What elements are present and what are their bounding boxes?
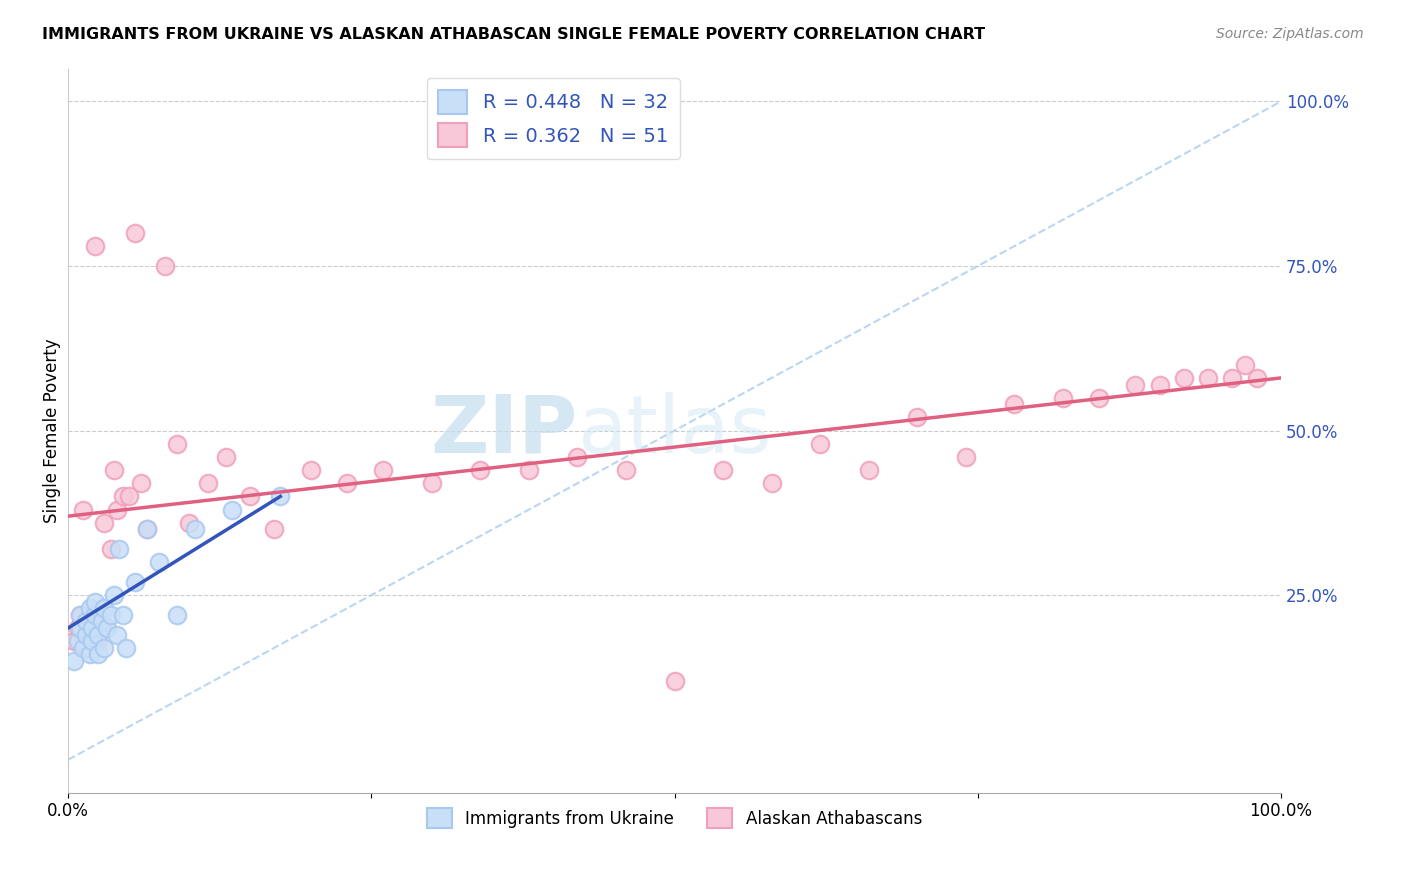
Point	[66, 634, 89, 648]
Point	[239, 490, 262, 504]
Point	[82, 621, 104, 635]
Point	[83, 595, 105, 609]
Point	[93, 601, 115, 615]
Point	[63, 654, 86, 668]
Point	[1246, 371, 1268, 385]
Point	[69, 607, 91, 622]
Point	[711, 463, 734, 477]
Point	[135, 522, 157, 536]
Point	[808, 436, 831, 450]
Point	[269, 490, 291, 504]
Point	[82, 634, 104, 648]
Point	[82, 615, 104, 629]
Point	[129, 476, 152, 491]
Point	[614, 463, 637, 477]
Point	[567, 450, 589, 464]
Point	[905, 410, 928, 425]
Point	[83, 239, 105, 253]
Point	[91, 615, 114, 629]
Point	[263, 522, 285, 536]
Point	[955, 450, 977, 464]
Point	[93, 640, 115, 655]
Point	[373, 463, 395, 477]
Point	[664, 673, 686, 688]
Point	[103, 463, 125, 477]
Point	[93, 516, 115, 530]
Point	[299, 463, 322, 477]
Point	[63, 634, 86, 648]
Point	[184, 522, 207, 536]
Point	[115, 640, 138, 655]
Point	[111, 490, 134, 504]
Y-axis label: Single Female Poverty: Single Female Poverty	[44, 338, 60, 523]
Point	[66, 621, 89, 635]
Point	[470, 463, 492, 477]
Point	[1002, 397, 1025, 411]
Point	[111, 607, 134, 622]
Point	[1197, 371, 1219, 385]
Point	[1233, 358, 1256, 372]
Point	[1149, 377, 1171, 392]
Point	[108, 542, 131, 557]
Point	[105, 502, 128, 516]
Point	[100, 607, 122, 622]
Point	[166, 607, 188, 622]
Point	[1088, 391, 1111, 405]
Point	[72, 640, 94, 655]
Point	[118, 490, 141, 504]
Point	[215, 450, 238, 464]
Point	[83, 607, 105, 622]
Point	[87, 628, 110, 642]
Point	[1173, 371, 1195, 385]
Legend: Immigrants from Ukraine, Alaskan Athabascans: Immigrants from Ukraine, Alaskan Athabas…	[420, 801, 929, 835]
Text: Source: ZipAtlas.com: Source: ZipAtlas.com	[1216, 27, 1364, 41]
Point	[75, 615, 97, 629]
Point	[124, 226, 146, 240]
Point	[87, 634, 110, 648]
Point	[87, 648, 110, 662]
Point	[79, 628, 101, 642]
Point	[1125, 377, 1147, 392]
Point	[179, 516, 201, 530]
Point	[166, 436, 188, 450]
Point	[221, 502, 243, 516]
Point	[197, 476, 219, 491]
Point	[79, 648, 101, 662]
Point	[79, 601, 101, 615]
Point	[103, 588, 125, 602]
Point	[153, 259, 176, 273]
Text: ZIP: ZIP	[430, 392, 578, 469]
Point	[148, 555, 170, 569]
Point	[96, 621, 118, 635]
Point	[761, 476, 783, 491]
Point	[1052, 391, 1074, 405]
Point	[1222, 371, 1244, 385]
Point	[105, 628, 128, 642]
Point	[420, 476, 443, 491]
Point	[91, 621, 114, 635]
Text: IMMIGRANTS FROM UKRAINE VS ALASKAN ATHABASCAN SINGLE FEMALE POVERTY CORRELATION : IMMIGRANTS FROM UKRAINE VS ALASKAN ATHAB…	[42, 27, 986, 42]
Point	[858, 463, 880, 477]
Point	[124, 574, 146, 589]
Point	[336, 476, 359, 491]
Text: atlas: atlas	[578, 392, 772, 469]
Point	[75, 628, 97, 642]
Point	[72, 502, 94, 516]
Point	[517, 463, 540, 477]
Point	[69, 607, 91, 622]
Point	[135, 522, 157, 536]
Point	[100, 542, 122, 557]
Point	[69, 621, 91, 635]
Point	[75, 640, 97, 655]
